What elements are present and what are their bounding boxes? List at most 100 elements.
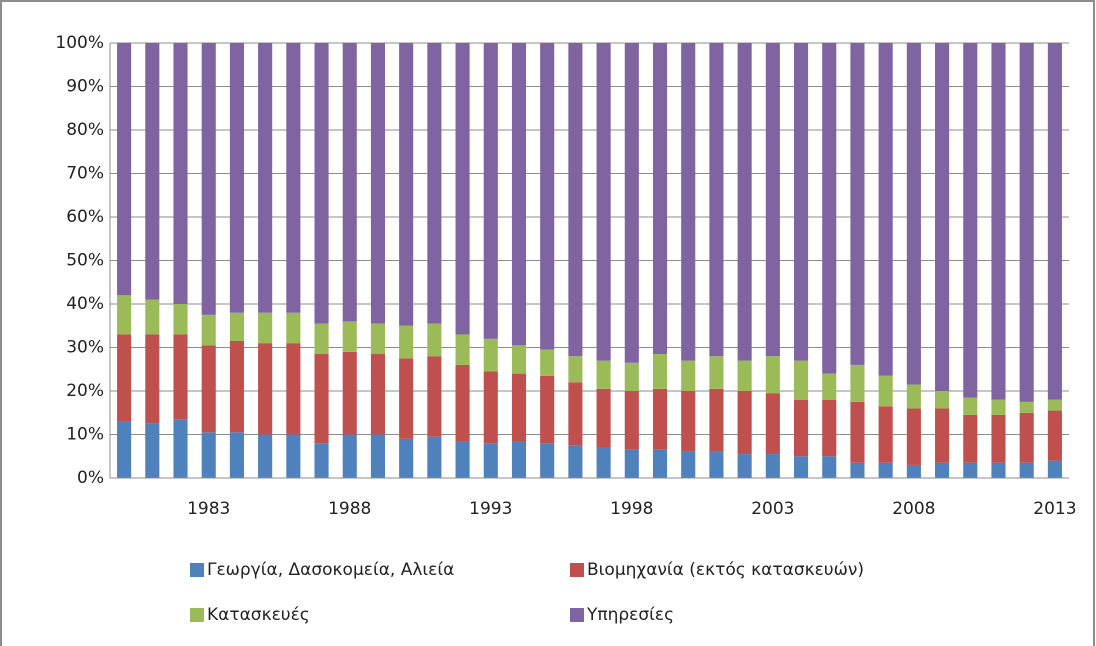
bar-segment [117,43,132,296]
bar-segment [906,384,921,409]
bar-segment [1047,460,1062,478]
bar-segment [399,43,414,326]
bar-segment [991,462,1006,478]
bar-segment [229,432,244,478]
y-tick-label: 50% [66,251,104,271]
bar-segment [483,43,498,339]
bar-segment [342,434,357,478]
bar-segment [822,399,837,457]
bar-segment [427,356,442,437]
y-tick-label: 90% [66,77,104,97]
bar-segment [201,43,216,315]
bar-segment [991,399,1006,415]
bar-segment [765,43,780,357]
bar-segment [991,414,1006,463]
bar-segment [596,43,611,361]
bar-segment [681,451,696,478]
bar-segment [906,408,921,465]
bar-segment [737,391,752,455]
bar-segment [652,354,668,389]
bar-segment [540,375,555,444]
bar-segment [963,397,978,415]
y-tick-label: 60% [66,207,104,227]
bar-segment [1047,43,1062,400]
legend-label: Γεωργία, Δασοκομεία, Αλιεία [207,560,454,580]
bar-segment [850,43,865,365]
bar-segment [201,432,216,478]
bar-segment [483,371,498,444]
bar-segment [229,43,244,313]
bar-segment [540,349,555,376]
y-tick-label: 10% [66,425,104,445]
bar-segment [793,360,809,400]
bar-segment [201,314,216,346]
bar-segment [173,304,188,335]
bar-segment [427,43,442,324]
bar-segment [681,360,696,391]
bar-segment [258,434,273,478]
bar-segment [483,338,498,372]
bar-segment [258,43,273,313]
bar-segment [145,334,160,424]
bar-segment [737,454,752,478]
x-tick-label: 1983 [187,499,230,519]
bar-segment [793,43,809,361]
legend-label: Κατασκευές [207,605,310,625]
bar-segment [737,360,752,391]
y-tick-label: 30% [66,338,104,358]
bar-segment [1019,401,1034,413]
bar-segment [399,358,414,439]
bar-segment [1047,399,1062,411]
y-tick-label: 20% [66,381,104,401]
bar-segment [286,343,301,435]
bar-segment [878,43,893,376]
legend-label: Υπηρεσίες [586,605,674,625]
legend-swatch [190,563,204,577]
bar-segment [511,43,527,346]
bar-segment [370,354,386,435]
bar-segment [314,323,329,355]
bar-segment [624,391,639,450]
bar-segment [117,334,132,422]
bar-segment [258,343,273,435]
y-tick-label: 0% [77,468,104,488]
bar-segment [596,447,611,478]
bar-segment [342,321,357,352]
bar-segment [286,312,301,344]
bar-segment [765,454,780,478]
legend-swatch [190,608,204,622]
bar-segment [963,462,978,478]
bar-segment [540,43,555,350]
bar-segment [822,456,837,478]
bar-segment [145,299,160,335]
bar-segment [652,43,668,355]
legend-label: Βιομηχανία (εκτός κατασκευών) [587,560,864,580]
bar-segment [1019,43,1034,402]
bar-segment [258,312,273,344]
bar-segment [540,443,555,478]
bar-segment [850,462,865,478]
bar-segment [963,414,978,463]
bar-segment [935,43,950,391]
bar-segment [963,43,978,398]
bar-segment [370,434,386,478]
bar-segment [765,356,780,394]
bar-segment [878,462,893,478]
bar-segment [314,354,329,444]
bar-segment [935,408,950,463]
bar-segment [709,43,724,357]
x-tick-label: 2013 [1033,499,1076,519]
bar-segment [286,43,301,313]
bar-segment [511,441,527,478]
bar-segment [399,438,414,478]
bar-segment [455,364,470,442]
bar-segment [314,443,329,478]
bar-segment [652,388,668,450]
bar-segment [878,375,893,407]
x-tick-label: 2003 [751,499,794,519]
y-tick-label: 40% [66,294,104,314]
x-tick-label: 2008 [892,499,935,519]
bar-segment [201,345,216,433]
